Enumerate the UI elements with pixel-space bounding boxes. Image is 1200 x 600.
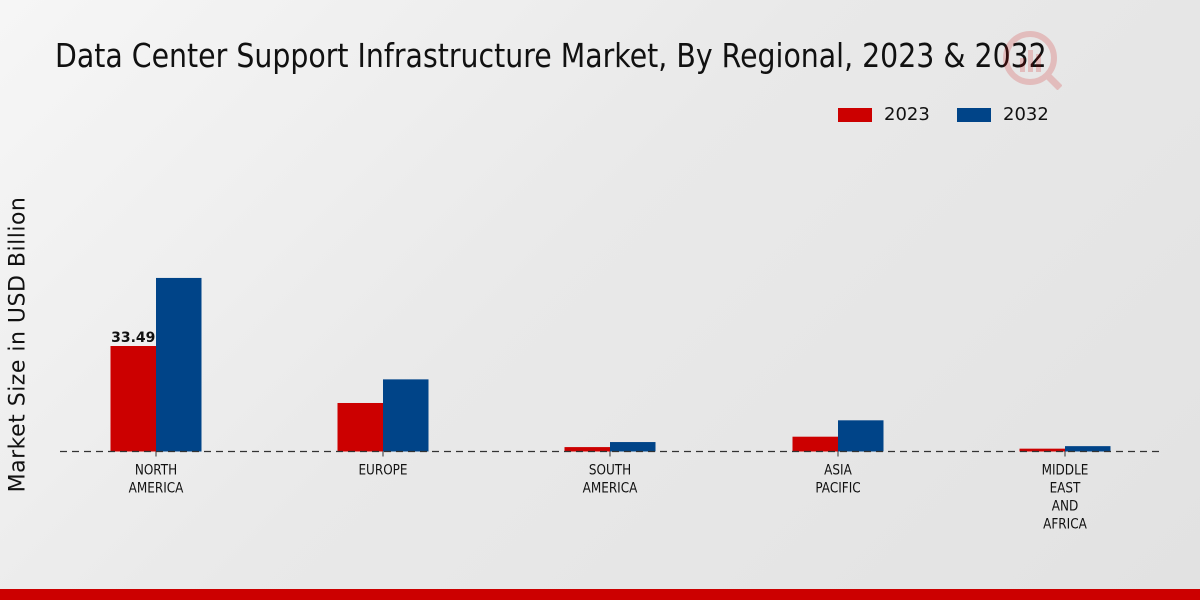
legend-item-2023: 2023 bbox=[838, 104, 930, 125]
x-tick-label-3: ASIA PACIFIC bbox=[815, 463, 860, 497]
bar-2023-4 bbox=[1019, 448, 1065, 452]
x-tick-label-2: SOUTH AMERICA bbox=[583, 463, 638, 497]
watermark-logo-icon bbox=[1003, 31, 1062, 90]
bar-2023-1 bbox=[337, 402, 383, 452]
x-tick-label-4: MIDDLE EAST AND AFRICA bbox=[1042, 463, 1089, 533]
footer-bar bbox=[0, 589, 1200, 600]
x-tick-label-1: EUROPE bbox=[358, 463, 407, 479]
bar-2023-3 bbox=[792, 436, 838, 452]
legend-swatch-2032 bbox=[957, 107, 991, 122]
legend-label-2032: 2032 bbox=[1003, 104, 1049, 125]
chart-title: Data Center Support Infrastructure Marke… bbox=[55, 36, 1047, 75]
legend-label-2023: 2023 bbox=[884, 104, 930, 125]
bar-2023-0 bbox=[110, 346, 156, 452]
data-label: 33.49 bbox=[111, 330, 155, 346]
bar-2032-4 bbox=[1065, 446, 1111, 452]
bar-2032-3 bbox=[838, 420, 884, 452]
bar-2023-2 bbox=[564, 447, 610, 452]
bar-2032-1 bbox=[383, 379, 429, 452]
x-tick-label-0: NORTH AMERICA bbox=[129, 463, 184, 497]
legend-item-2032: 2032 bbox=[957, 104, 1049, 125]
legend-swatch-2023 bbox=[838, 107, 872, 122]
bar-2032-0 bbox=[156, 277, 202, 452]
bar-2032-2 bbox=[610, 442, 656, 452]
